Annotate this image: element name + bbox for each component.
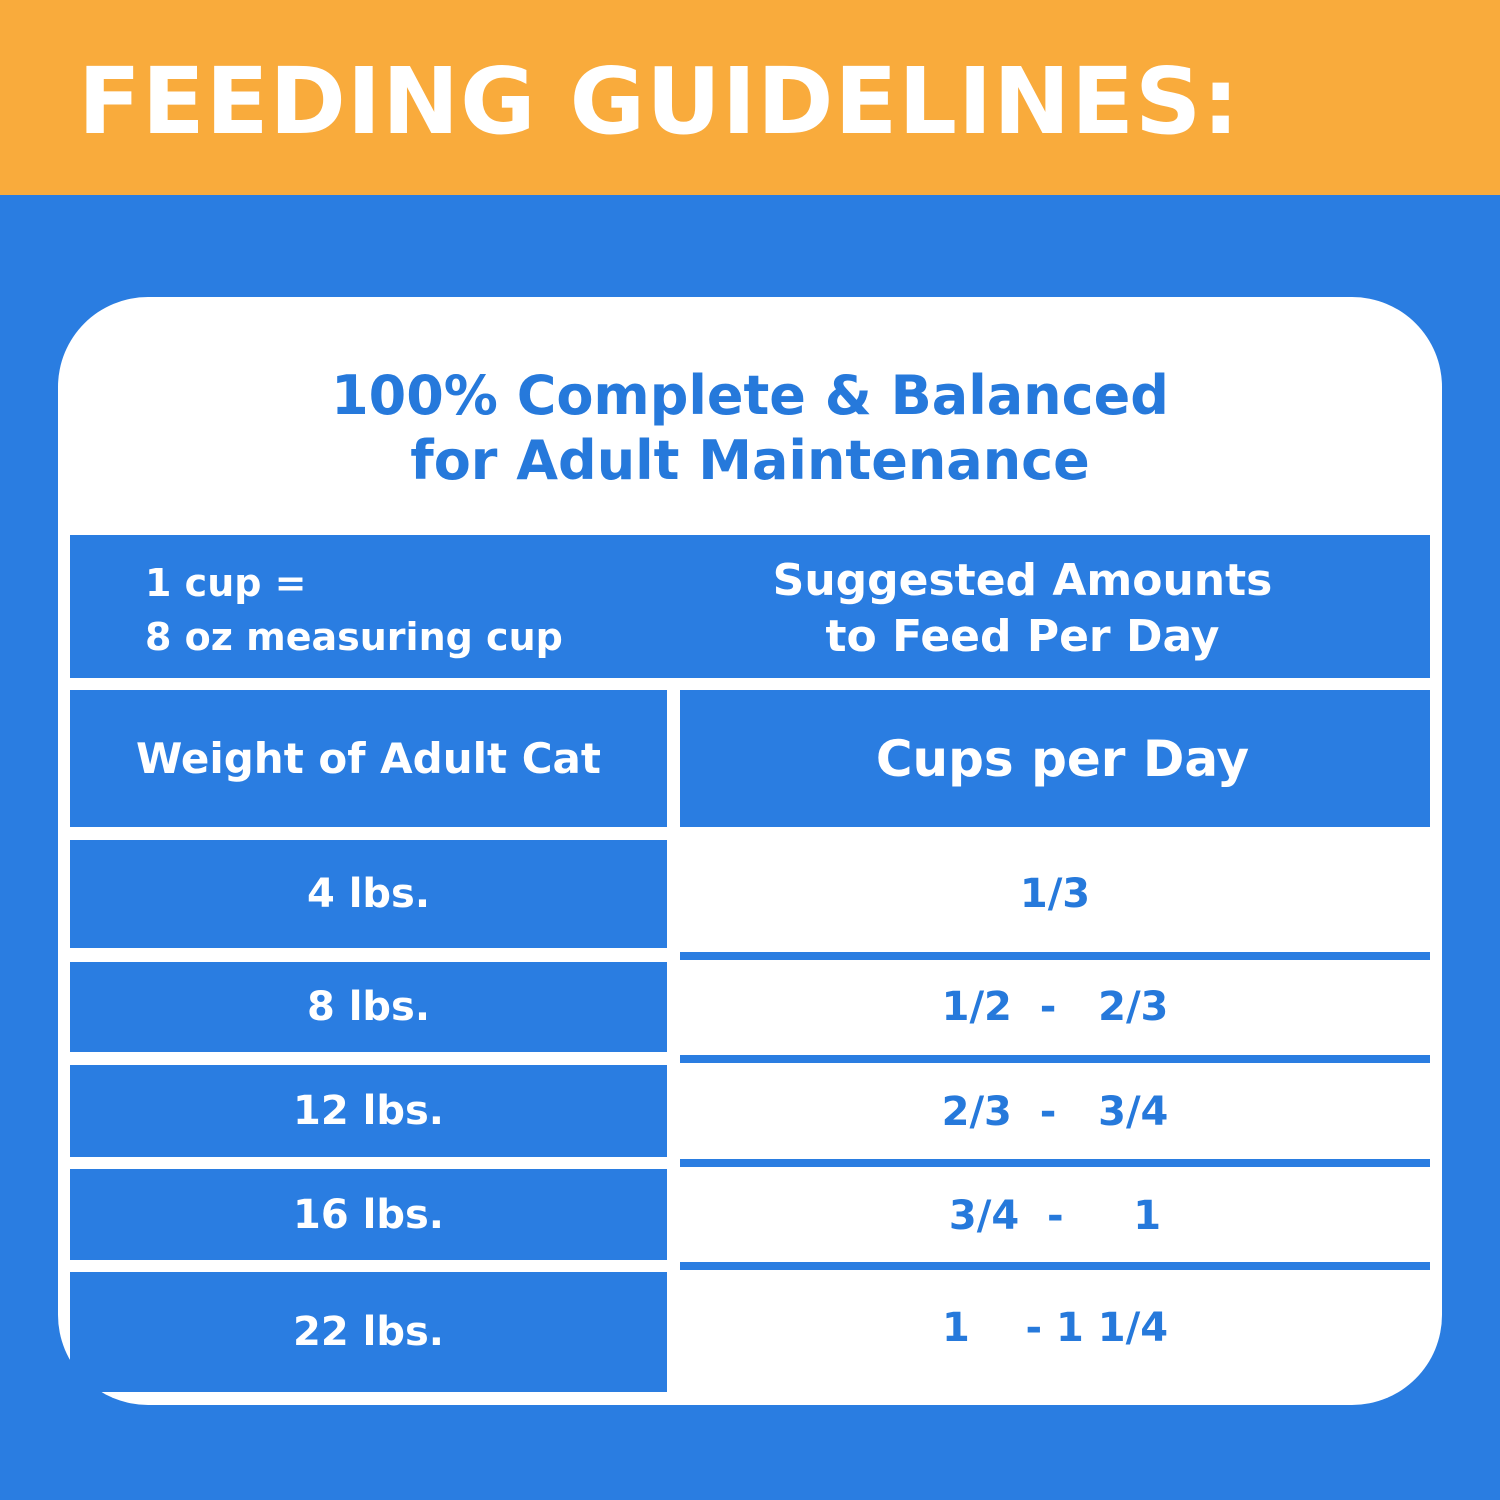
- column-header: Cups per Day: [680, 690, 1430, 827]
- text-line: 8 oz measuring cup: [145, 615, 563, 659]
- cup-note: 1 cup = 8 oz measuring cup: [145, 556, 563, 664]
- weight-cell: 12 lbs.: [70, 1065, 667, 1157]
- weight-cell: 4 lbs.: [70, 840, 667, 948]
- row-rule: [680, 1055, 1430, 1063]
- subtitle: 100% Complete & Balanced: [331, 364, 1169, 427]
- row-rule: [680, 1159, 1430, 1167]
- row-rule: [680, 952, 1430, 960]
- amount-cell: 1/2 - 2/3: [941, 984, 1169, 1030]
- text-line: to Feed Per Day: [825, 611, 1220, 662]
- amounts-heading: Suggested Amounts to Feed Per Day: [680, 553, 1365, 665]
- table-header: [70, 535, 1430, 678]
- column-header: Weight of Adult Cat: [70, 690, 667, 827]
- subtitle: for Adult Maintenance: [410, 429, 1090, 492]
- amount-cell: 1 - 1 1/4: [941, 1305, 1169, 1351]
- header-band: [0, 0, 1500, 195]
- text-line: Suggested Amounts: [772, 555, 1273, 606]
- title: FEEDING GUIDELINES:: [78, 48, 1241, 155]
- weight-cell: 8 lbs.: [70, 962, 667, 1052]
- amount-cell: 3/4 - 1: [948, 1193, 1162, 1239]
- weight-cell: 16 lbs.: [70, 1169, 667, 1260]
- amount-cell: 2/3 - 3/4: [941, 1089, 1169, 1135]
- amount-cell: 1/3: [1019, 871, 1091, 917]
- text-line: 1 cup =: [145, 561, 307, 605]
- row-rule: [680, 1262, 1430, 1270]
- weight-cell: 22 lbs.: [70, 1272, 667, 1392]
